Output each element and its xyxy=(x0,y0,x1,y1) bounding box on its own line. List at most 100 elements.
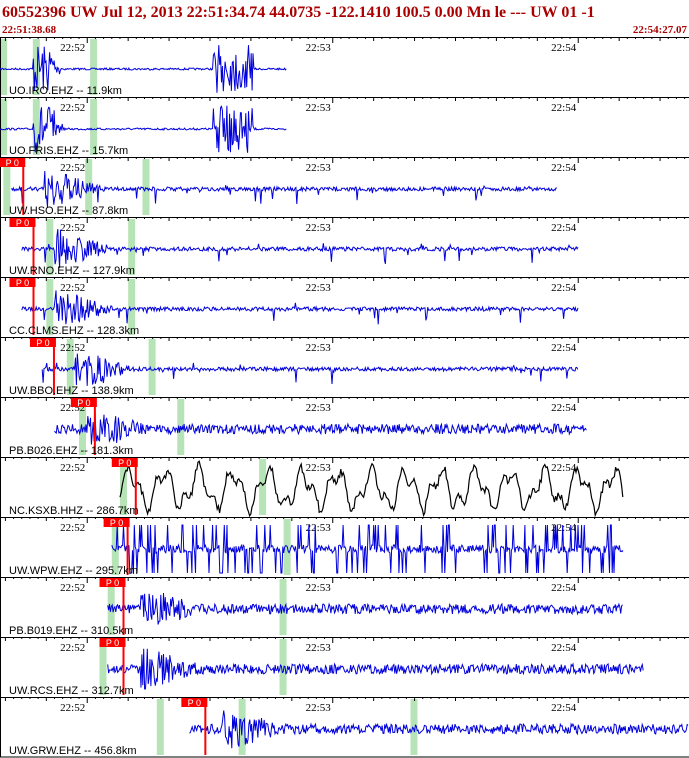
time-tick-label: 22:53 xyxy=(306,582,332,594)
station-label: NC.KSXB.HHZ -- 286.7km xyxy=(9,505,139,517)
time-tick-label: 22:54 xyxy=(551,462,577,474)
time-tick-label: 22:52 xyxy=(60,102,85,114)
time-tick-label: 22:52 xyxy=(60,522,85,534)
pick-marker xyxy=(279,639,287,695)
time-tick-label: 22:54 xyxy=(551,162,577,174)
time-tick-label: 22:52 xyxy=(60,642,85,654)
pick-marker xyxy=(142,159,150,215)
time-tick-label: 22:54 xyxy=(551,402,577,414)
station-label: UW.RNO.EHZ -- 127.9km xyxy=(9,265,135,277)
time-tick-label: 22:54 xyxy=(551,702,577,714)
waveform xyxy=(107,648,644,690)
pick-marker xyxy=(119,459,127,515)
time-tick-label: 22:53 xyxy=(306,522,332,534)
time-tick-label: 22:53 xyxy=(306,402,332,414)
time-tick-label: 22:54 xyxy=(551,42,577,54)
time-tick-label: 22:54 xyxy=(551,222,577,234)
pick-marker xyxy=(0,39,8,95)
waveform xyxy=(111,524,624,574)
time-tick-label: 22:54 xyxy=(551,582,577,594)
trace-panel: 22:52 22:53 22:54 P 0 UW.GRW.EHZ -- 456.8km xyxy=(0,697,689,757)
time-tick-label: 22:52 xyxy=(60,282,85,294)
waveform xyxy=(21,290,579,325)
waveform xyxy=(41,353,579,386)
phase-label: P 0 xyxy=(16,218,29,228)
station-label: UW.RCS.EHZ -- 312.7km xyxy=(9,685,134,697)
trace-panel: 22:52 22:53 22:54 P 0 CC.CLMS.EHZ -- 128.3km xyxy=(0,277,689,337)
station-label: PB.B026.EHZ -- 181.3km xyxy=(9,445,133,457)
phase-flag xyxy=(103,518,130,527)
phase-label: P 0 xyxy=(118,458,131,468)
pick-marker xyxy=(128,279,136,335)
pick-marker xyxy=(79,399,87,455)
phase-flag xyxy=(9,218,36,227)
pick-marker xyxy=(148,339,156,395)
station-label: UW.GRW.EHZ -- 456.8km xyxy=(9,745,137,757)
pick-marker xyxy=(156,699,164,755)
event-title: 60552396 UW Jul 12, 2013 22:51:34.74 44.… xyxy=(2,4,595,21)
pick-marker xyxy=(32,99,40,155)
trace-panel: 22:52 22:53 22:54 P 0 UW.RCS.EHZ -- 312.7km xyxy=(0,637,689,697)
phase-label: P 0 xyxy=(36,338,49,348)
phase-label: P 0 xyxy=(106,638,119,648)
waveform xyxy=(0,45,287,93)
pick-marker xyxy=(128,219,136,275)
trace-panel: 22:52 22:53 22:54P 0PB.B026.EHZ -- 181.3km xyxy=(0,397,689,457)
waveform xyxy=(0,105,287,153)
waveform xyxy=(119,460,624,518)
station-label: UO.FRIS.EHZ -- 15.7km xyxy=(9,145,128,157)
phase-flag xyxy=(70,398,97,407)
time-tick-label: 22:54 xyxy=(551,282,577,294)
trace-panel: 22:52 22:53 22:54P 0UW.WPW.EHZ -- 295.7km xyxy=(0,517,689,577)
phase-label: P 0 xyxy=(16,278,29,288)
trace-panel: 22:52 22:53 22:54 P 0 NC.KSXB.HHZ -- 286.7km xyxy=(0,457,689,518)
time-tick-label: 22:53 xyxy=(306,222,332,234)
pick-marker xyxy=(32,39,40,95)
time-tick-label: 22:52 xyxy=(60,702,85,714)
pick-marker xyxy=(90,39,98,95)
station-label: UW.HSO.EHZ -- 87.8km xyxy=(9,205,128,217)
time-tick-label: 22:54 xyxy=(551,342,577,354)
phase-flag xyxy=(99,578,126,587)
phase-flag xyxy=(111,458,138,467)
waveform xyxy=(21,228,579,269)
phase-label: P 0 xyxy=(110,518,123,528)
trace-panels: 22:52 22:53 22:54 P 0 UO.IRO.EHZ -- 11.9km 22… xyxy=(0,37,689,758)
time-tick-label: 22:54 xyxy=(551,642,577,654)
trace-panel: 22:52 22:53 22:54 P 0 UW.RNO.EHZ -- 127.9km xyxy=(0,217,689,277)
pick-marker xyxy=(410,699,418,755)
pick-marker xyxy=(90,99,98,155)
phase-flag xyxy=(9,278,36,287)
time-tick-label: 22:53 xyxy=(306,162,332,174)
pick-marker xyxy=(46,279,54,335)
trace-panel: 22:52 22:53 22:54 P 0 UW.HSO.EHZ -- 87.8km xyxy=(0,157,689,217)
phase-flag xyxy=(29,338,56,347)
trace-panel: 22:52 22:53 22:54 P 0 UW.BBO.EHZ -- 138.9km xyxy=(0,337,689,397)
pick-marker xyxy=(0,99,8,155)
time-tick-label: 22:53 xyxy=(306,342,332,354)
time-tick-label: 22:52 xyxy=(60,582,85,594)
time-tick-label: 22:53 xyxy=(306,282,332,294)
station-label: UW.WPW.EHZ -- 295.7km xyxy=(9,565,138,577)
waveform xyxy=(54,410,587,445)
station-label: PB.B019.EHZ -- 310.5km xyxy=(9,625,133,637)
time-tick-label: 22:53 xyxy=(306,462,332,474)
pick-marker xyxy=(3,159,11,215)
time-tick-label: 22:52 xyxy=(60,42,85,54)
pick-marker xyxy=(46,219,54,275)
waveform xyxy=(189,710,689,749)
phase-flag xyxy=(99,638,126,647)
waveform xyxy=(11,170,558,208)
time-tick-label: 22:52 xyxy=(60,162,85,174)
phase-flag xyxy=(0,158,26,167)
phase-flag xyxy=(181,698,208,707)
time-tick-label: 22:52 xyxy=(60,342,85,354)
waveform xyxy=(107,592,623,625)
time-tick-label: 22:54 xyxy=(551,102,577,114)
station-label: UO.IRO.EHZ -- 11.9km xyxy=(9,85,122,97)
phase-label: P 0 xyxy=(188,698,201,708)
time-tick-label: 22:53 xyxy=(306,642,332,654)
pick-marker xyxy=(99,639,107,695)
